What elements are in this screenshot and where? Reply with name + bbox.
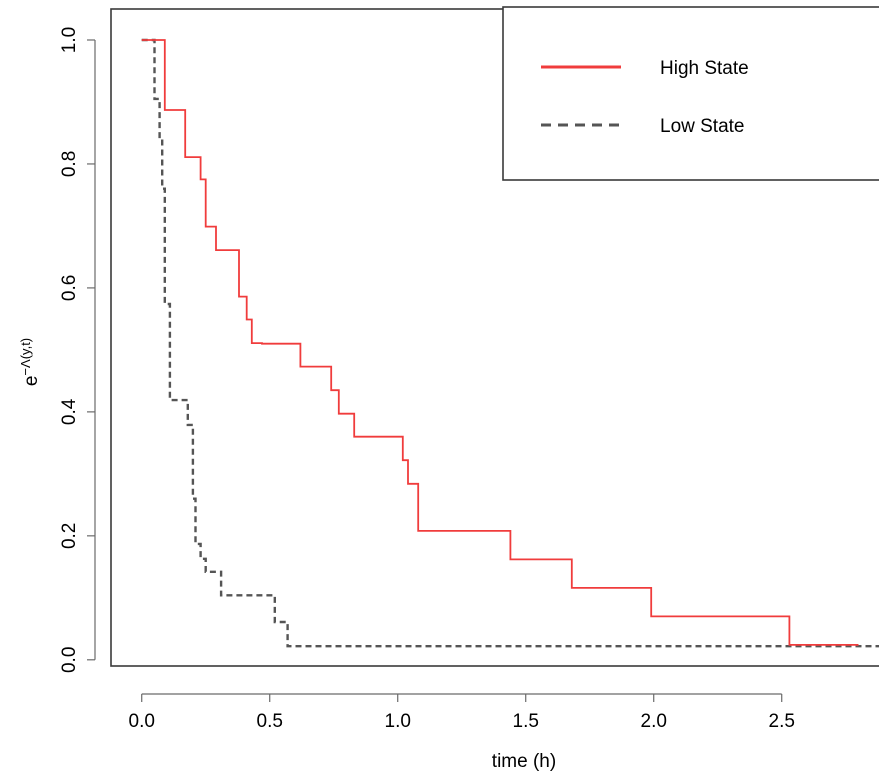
series-line-high-state: [141, 39, 859, 646]
x-tick-label: 2.5: [769, 711, 795, 732]
svg-text:e−Λ(y,t): e−Λ(y,t): [18, 338, 42, 386]
legend-label-high-state: High State: [660, 58, 749, 79]
series-line-low-state: [141, 38, 879, 648]
y-axis-title: e−Λ(y,t): [18, 338, 42, 386]
legend-label-low-state: Low State: [660, 116, 745, 137]
series-layer: [141, 38, 879, 648]
x-axis: 0.0 0.5 1.0 1.5 2.0 2.5: [129, 693, 795, 732]
y-tick-label: 0.6: [59, 275, 80, 301]
legend: High State Low State: [502, 6, 879, 181]
x-axis-title: time (h): [492, 751, 556, 772]
x-tick-label: 2.0: [641, 711, 667, 732]
y-axis: 0.0 0.2 0.4 0.6 0.8 1.0: [59, 27, 96, 673]
x-tick-label: 0.0: [129, 711, 155, 732]
x-tick-label: 0.5: [257, 711, 283, 732]
y-tick-label: 0.4: [59, 398, 80, 425]
x-tick-label: 1.0: [385, 711, 411, 732]
legend-box: [502, 6, 879, 181]
plot-frame: [110, 8, 879, 667]
y-axis-title-base: e: [21, 376, 42, 387]
y-tick-label: 0.0: [59, 647, 80, 673]
y-tick-label: 1.0: [59, 27, 80, 53]
y-tick-label: 0.2: [59, 523, 80, 549]
y-tick-label: 0.8: [59, 151, 80, 177]
y-axis-title-exponent: −Λ(y,t): [18, 338, 33, 376]
x-tick-label: 1.5: [513, 711, 539, 732]
